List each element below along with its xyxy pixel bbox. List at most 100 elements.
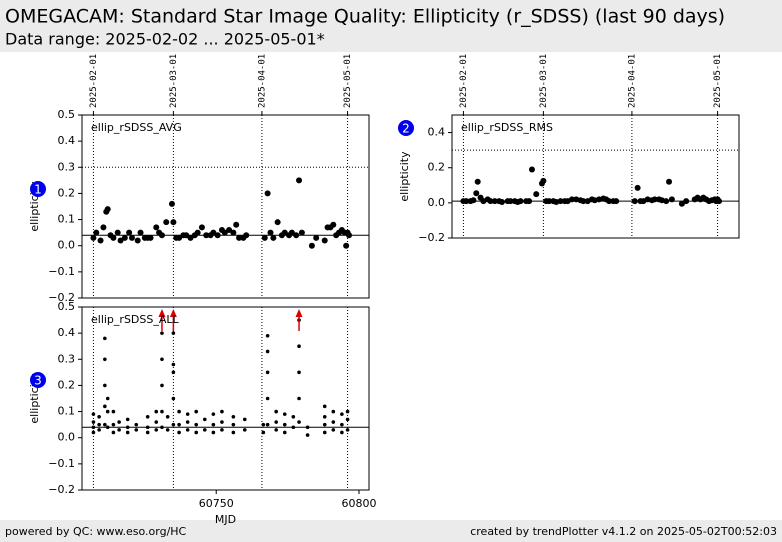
data-point [171,362,176,367]
data-point [668,196,675,203]
x-tick-label: 60800 [342,497,377,510]
data-point [546,198,553,205]
data-point [517,198,524,205]
y-tick-label: 0.0 [428,196,446,209]
data-point [125,430,130,435]
y-tick-label: 0.0 [58,431,76,444]
data-point [202,428,207,432]
data-point [533,191,540,198]
panel-label: ellip_rSDSS_ALL [91,313,180,326]
date-tick-label: 2025-02-01 [89,54,99,108]
data-point [568,196,575,203]
data-point [93,229,100,236]
data-point [270,234,277,241]
data-point [198,224,205,231]
data-point [345,417,350,422]
data-point [163,219,170,226]
y-tick-label: 0.5 [58,300,76,313]
data-point [177,430,181,435]
data-point [145,425,150,430]
data-point [211,422,216,427]
data-point [211,412,216,416]
y-tick-label: 0.3 [58,160,76,173]
data-point [242,417,247,422]
data-point [230,229,237,236]
data-point [265,333,270,338]
date-tick-label: 2025-04-01 [257,54,267,108]
data-point [305,433,310,437]
data-point [125,417,130,422]
y-tick-label: −0.1 [48,457,75,470]
data-point [165,428,170,432]
data-point [498,198,505,205]
data-point [651,196,658,203]
outlier-arrow-head [169,309,177,317]
data-point [340,430,344,435]
data-point [160,425,164,430]
data-point [91,430,96,435]
data-point [231,430,236,435]
data-point [340,412,344,416]
data-point [103,357,107,362]
y-tick-label: −0.1 [48,265,75,278]
y-tick-label: 0.1 [58,213,76,226]
data-point [121,234,128,241]
data-point [274,219,281,226]
data-point [296,177,303,184]
data-point [634,184,641,191]
data-point [606,198,613,205]
header-band [0,0,782,52]
data-point [282,430,287,435]
data-point [194,422,199,427]
panel-badge [30,372,46,388]
data-point [308,242,315,249]
plot-frame [81,114,370,299]
data-point [194,430,199,435]
x-tick-label: 60750 [199,497,234,510]
data-point [274,420,278,424]
data-point [322,430,327,435]
data-point [580,198,587,205]
data-point [154,420,159,424]
y-tick-label: 0.1 [58,405,76,418]
data-point [110,234,117,241]
date-tick-label: 2025-02-01 [459,54,469,108]
y-tick-label: 0.4 [428,126,446,139]
page-title: OMEGACAM: Standard Star Image Quality: E… [5,6,725,28]
data-point [282,412,287,416]
data-point [137,229,144,236]
panel-badge [398,120,414,136]
footer-left: powered by QC: www.eso.org/HC [5,525,187,538]
plot-frame [451,114,740,239]
y-tick-label: 0.5 [58,108,76,121]
data-point [330,221,337,228]
date-tick-label: 2025-05-01 [713,54,723,108]
data-point [261,234,268,241]
y-tick-label: 0.3 [58,352,76,365]
data-point [473,190,480,197]
data-point [126,229,133,236]
data-point [491,198,498,205]
data-point [90,234,97,241]
data-point [463,198,470,205]
data-point [470,197,477,204]
y-tick-label: 0.2 [58,378,76,391]
data-point [103,336,107,341]
data-point [322,415,327,419]
data-point [231,422,236,427]
data-point [631,198,638,205]
data-point [154,409,159,414]
data-point [220,428,224,432]
panel-badge-number: 3 [34,374,42,388]
data-point [165,415,170,419]
data-point [154,428,159,432]
date-tick-label: 2025-03-01 [169,54,179,108]
data-point [168,200,175,207]
data-point [683,198,690,205]
data-point [97,237,104,244]
data-point [243,232,250,239]
data-point [487,198,494,205]
data-point [297,370,301,375]
panel-label: ellip_rSDSS_RMS [461,121,553,134]
data-point [125,425,130,430]
